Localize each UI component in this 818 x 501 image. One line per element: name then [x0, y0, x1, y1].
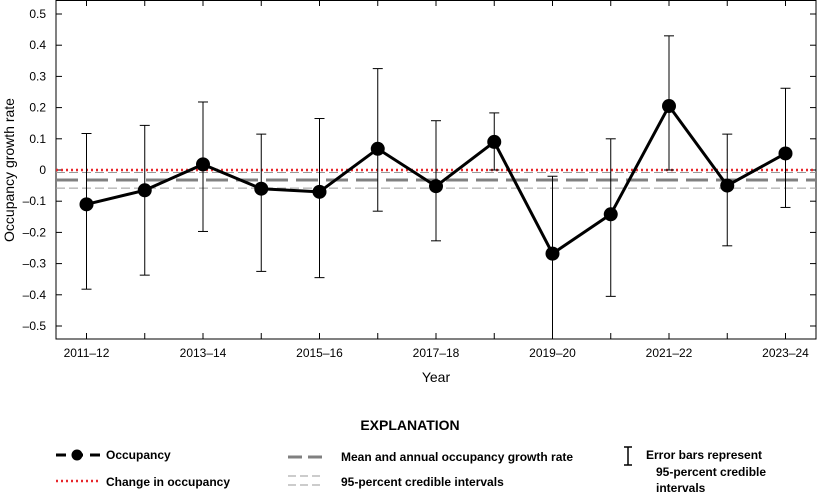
x-axis-title: Year	[422, 369, 451, 385]
legend-title: EXPLANATION	[360, 417, 459, 433]
legend-errorbar-label-line1: Error bars represent	[646, 448, 762, 462]
y-tick-label: 0.4	[29, 38, 46, 52]
legend-item-change: Change in occupancy	[56, 475, 230, 489]
occupancy-point	[370, 141, 385, 156]
occupancy-point	[429, 179, 443, 194]
y-tick-label: 0.2	[29, 101, 46, 115]
y-tick-label: –0.4	[23, 288, 47, 302]
occupancy-points	[79, 99, 793, 261]
legend-ci-label: 95-percent credible intervals	[341, 475, 504, 489]
y-tick-label: –0.1	[23, 194, 47, 208]
occupancy-point	[137, 183, 152, 198]
y-tick-label: –0.2	[23, 225, 47, 239]
occupancy-point	[79, 197, 94, 212]
legend-item-occupancy: Occupancy	[56, 448, 171, 462]
legend-change-label: Change in occupancy	[106, 475, 230, 489]
x-tick-label: 2011–12	[64, 346, 110, 360]
y-tick-label: 0.3	[29, 69, 46, 83]
legend-item-mean: Mean and annual occupancy growth rate	[288, 450, 573, 464]
legend-errorbar-label-line3: intervals	[656, 481, 706, 495]
legend-item-errorbars: Error bars represent 95-percent credible…	[624, 446, 766, 495]
x-axis-ticks: 2011–12 2013–14 2015–16 2017–18 2019–20 2021–…	[64, 0, 809, 360]
y-tick-label: 0.5	[29, 7, 46, 21]
x-tick-label: 2019–20	[529, 346, 576, 360]
occupancy-point	[487, 134, 502, 149]
y-axis-ticks: 0.5 0.4 0.3 0.2 0.1 0 –0.1 –0.2 –0.3 –0.4 –0.5	[23, 7, 816, 333]
occupancy-point	[603, 207, 618, 222]
occupancy-point	[662, 99, 676, 114]
x-tick-label: 2023–24	[762, 346, 809, 360]
x-tick-label: 2017–18	[413, 346, 460, 360]
legend: EXPLANATION Occupancy Change in occupanc…	[56, 417, 766, 495]
occupancy-point	[720, 178, 735, 193]
y-tick-label: –0.3	[23, 257, 47, 271]
occupancy-point	[254, 181, 269, 196]
legend-errorbar-label-line2: 95-percent credible	[656, 465, 766, 479]
occupancy-point	[196, 157, 210, 172]
x-tick-label: 2015–16	[296, 346, 343, 360]
occupancy-point	[545, 246, 560, 261]
legend-occupancy-swatch-dot	[71, 449, 83, 461]
legend-occupancy-label: Occupancy	[106, 448, 171, 462]
legend-mean-label: Mean and annual occupancy growth rate	[341, 450, 573, 464]
x-tick-label: 2013–14	[180, 346, 227, 360]
y-axis-title: Occupancy growth rate	[1, 98, 17, 242]
legend-item-ci: 95-percent credible intervals	[288, 475, 504, 489]
occupancy-point	[778, 146, 793, 161]
y-tick-label: –0.5	[23, 319, 47, 333]
x-tick-label: 2021–22	[646, 346, 693, 360]
y-tick-label: 0.1	[29, 132, 46, 146]
occupancy-point	[312, 184, 327, 199]
y-tick-label: 0	[39, 163, 46, 177]
